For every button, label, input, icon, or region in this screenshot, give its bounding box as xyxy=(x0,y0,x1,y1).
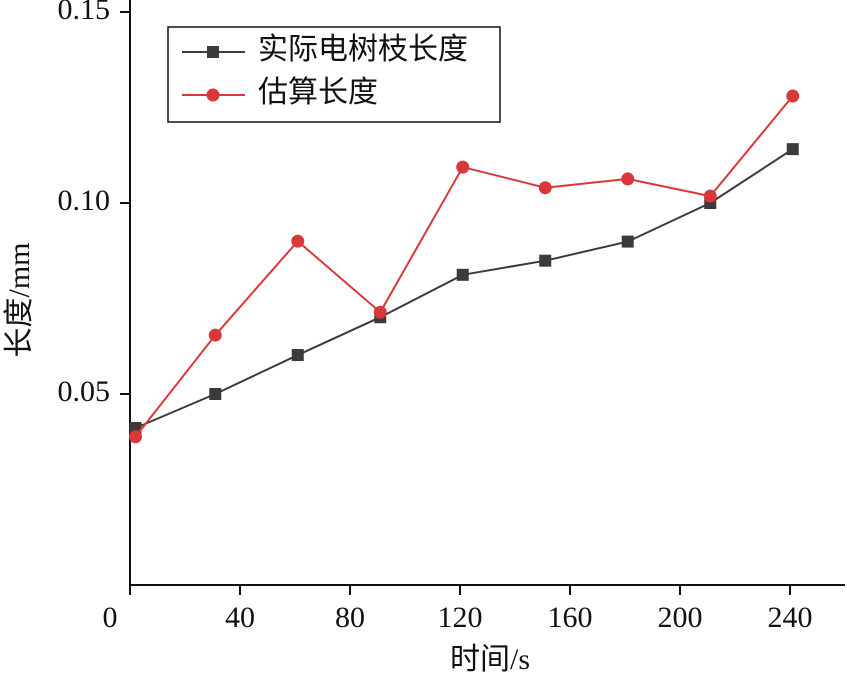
x-tick-label: 200 xyxy=(658,601,703,634)
x-axis-label: 时间/s xyxy=(450,643,530,676)
marker xyxy=(786,89,800,103)
legend-label: 估算长度 xyxy=(258,76,378,109)
y-axis-label: 长度/mm xyxy=(3,242,36,357)
x-tick-label: 240 xyxy=(768,601,813,634)
marker xyxy=(373,305,387,319)
legend-box xyxy=(167,26,501,123)
marker xyxy=(209,388,222,400)
y-tick-label: 0.15 xyxy=(58,0,111,26)
x-tick-label: 120 xyxy=(438,601,483,634)
marker xyxy=(207,46,219,58)
marker xyxy=(291,349,304,362)
marker xyxy=(703,189,717,203)
y-tick-label: 0.10 xyxy=(58,184,111,217)
marker xyxy=(786,143,799,156)
marker xyxy=(208,328,222,342)
y-tick-label: 0.05 xyxy=(58,375,111,408)
x-tick-label: 0 xyxy=(103,601,118,634)
marker xyxy=(456,160,470,174)
x-tick-label: 80 xyxy=(335,601,365,634)
legend-label: 实际电树枝长度 xyxy=(258,33,468,66)
marker xyxy=(539,254,552,267)
marker xyxy=(621,172,635,186)
marker xyxy=(456,268,469,281)
marker xyxy=(129,430,142,444)
x-tick-label: 40 xyxy=(225,601,255,634)
marker xyxy=(621,235,634,248)
marker xyxy=(538,181,552,195)
series-line xyxy=(135,148,794,429)
x-tick-label: 160 xyxy=(548,601,593,634)
marker xyxy=(291,234,305,248)
marker xyxy=(129,421,142,434)
marker xyxy=(206,88,220,102)
